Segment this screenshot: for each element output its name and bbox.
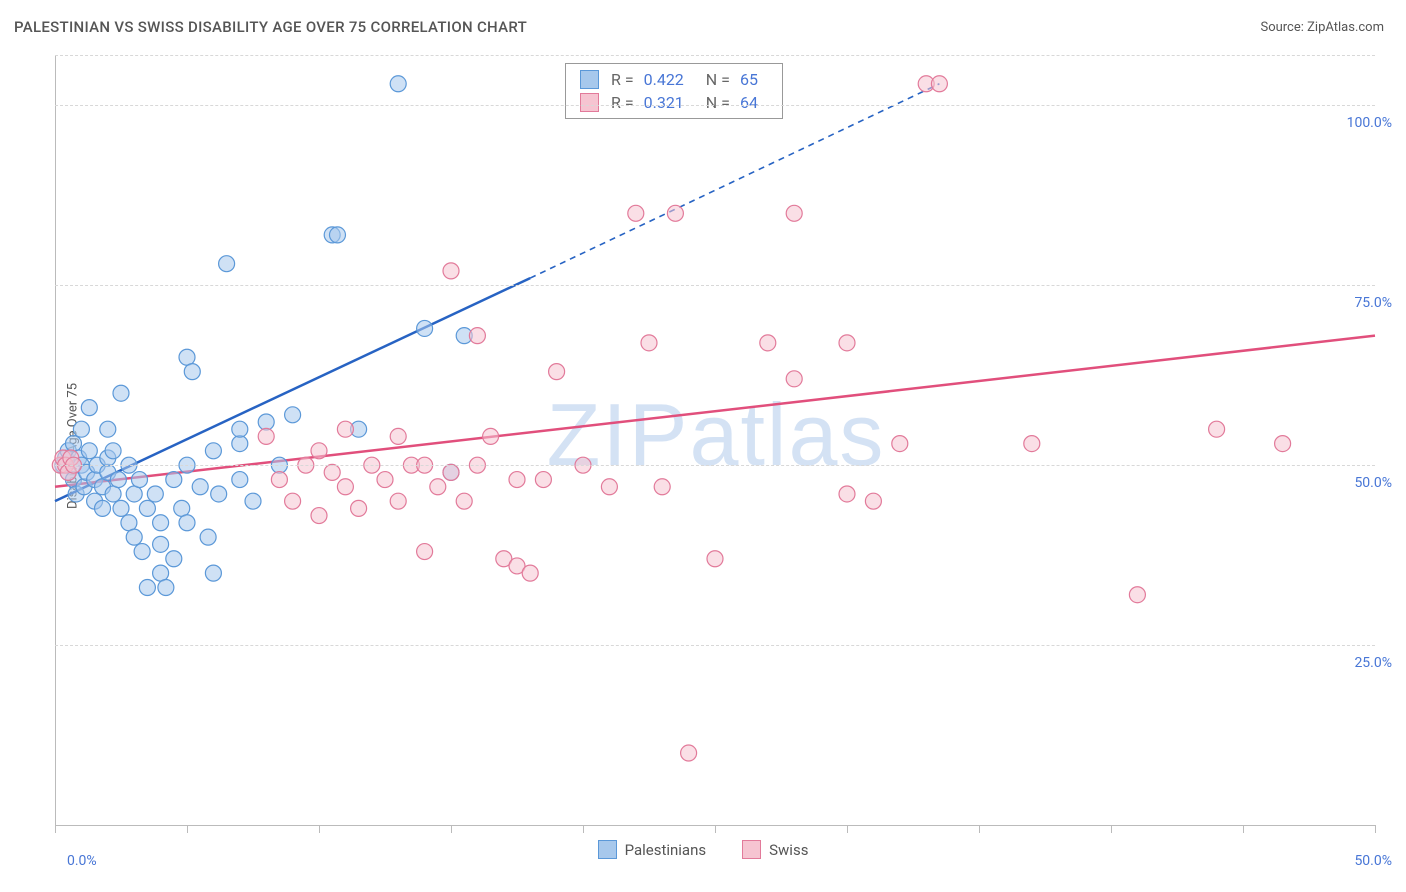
gridline-h [55,55,1375,56]
legend-label: Swiss [769,841,808,859]
bottom-legend: Palestinians Swiss [0,840,1406,863]
legend-swatch [742,840,761,859]
n-label: N = [706,70,730,89]
y-tick-label: 50.0% [1354,475,1392,491]
n-label: N = [706,93,730,112]
watermark: ZIPatlas [547,384,886,486]
gridline-h [55,465,1375,466]
r-value: 0.321 [644,93,684,112]
x-tick-label: 0.0% [67,853,97,869]
x-tick [715,825,716,833]
legend-swatch [598,840,617,859]
n-value: 64 [740,93,758,112]
x-tick [187,825,188,833]
legend-swatch [580,70,599,89]
y-tick-label: 25.0% [1354,655,1392,671]
y-tick-label: 100.0% [1347,115,1392,131]
legend-item: Swiss [742,840,808,859]
y-tick-label: 75.0% [1354,295,1392,311]
r-label: R = [611,70,634,89]
x-tick [55,825,56,833]
x-tick [583,825,584,833]
x-tick [1375,825,1376,833]
x-tick [451,825,452,833]
x-tick [979,825,980,833]
chart-title: PALESTINIAN VS SWISS DISABILITY AGE OVER… [14,18,527,36]
r-value: 0.422 [644,70,684,89]
gridline-h [55,645,1375,646]
x-tick [1111,825,1112,833]
gridline-h [55,105,1375,106]
r-label: R = [611,93,634,112]
x-tick-label: 50.0% [1354,853,1392,869]
legend-item: Palestinians [598,840,707,859]
legend-swatch [580,93,599,112]
plot-area: ZIPatlas [55,55,1376,826]
source-attribution: Source: ZipAtlas.com [1260,20,1384,35]
x-tick [1243,825,1244,833]
x-tick [847,825,848,833]
gridline-h [55,285,1375,286]
stats-legend-row: R = 0.422 N = 65 [566,68,782,91]
n-value: 65 [740,70,758,89]
x-tick [319,825,320,833]
stats-legend-row: R = 0.321 N = 64 [566,91,782,114]
stats-legend: R = 0.422 N = 65 R = 0.321 N = 64 [565,63,783,119]
legend-label: Palestinians [625,841,707,859]
